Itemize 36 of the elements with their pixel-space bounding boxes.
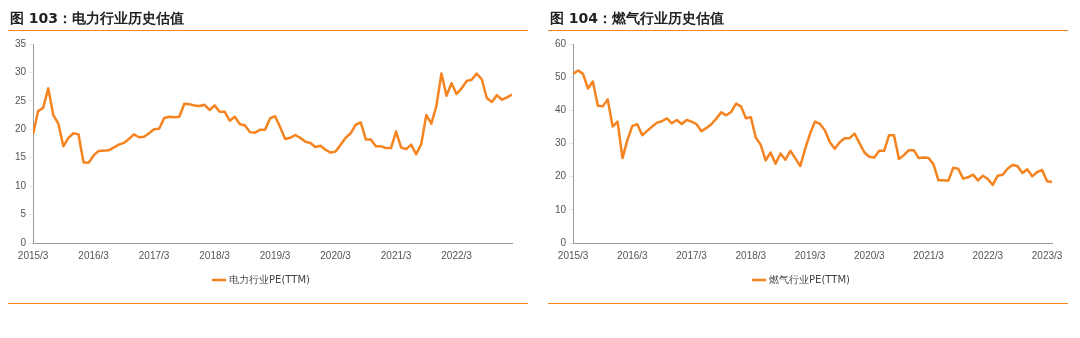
y-tick-label: 20 bbox=[555, 170, 567, 182]
x-tick-label: 2021/3 bbox=[380, 249, 412, 261]
x-tick-label: 2016/3 bbox=[78, 249, 110, 261]
x-tick-label: 2020/3 bbox=[320, 249, 352, 261]
legend-label: 电力行业PE(TTM) bbox=[229, 273, 311, 285]
y-tick-label: 10 bbox=[555, 203, 567, 215]
x-tick-label: 2020/3 bbox=[854, 249, 886, 261]
x-tick-label: 2015/3 bbox=[17, 249, 49, 261]
x-tick-label: 2019/3 bbox=[794, 249, 826, 261]
y-tick-label: 30 bbox=[555, 137, 567, 149]
x-tick-label: 2022/3 bbox=[972, 249, 1004, 261]
y-tick-label: 25 bbox=[15, 94, 27, 106]
chart-title: 图 104：燃气行业历史估值 bbox=[548, 6, 1068, 31]
y-tick-label: 60 bbox=[555, 37, 567, 49]
x-tick-label: 2017/3 bbox=[676, 249, 708, 261]
legend-label: 燃气行业PE(TTM) bbox=[769, 273, 851, 285]
y-tick-label: 40 bbox=[555, 104, 567, 116]
x-tick-label: 2018/3 bbox=[735, 249, 767, 261]
x-tick-label: 2016/3 bbox=[617, 249, 649, 261]
y-tick-label: 0 bbox=[20, 236, 27, 248]
x-tick-label: 2021/3 bbox=[913, 249, 945, 261]
y-tick-label: 30 bbox=[15, 66, 27, 78]
chart-title: 图 103：电力行业历史估值 bbox=[8, 6, 528, 31]
y-tick-label: 20 bbox=[15, 123, 27, 135]
x-tick-label: 2017/3 bbox=[138, 249, 170, 261]
y-tick-label: 5 bbox=[20, 208, 27, 220]
x-tick-label: 2019/3 bbox=[259, 249, 291, 261]
y-tick-label: 10 bbox=[15, 179, 27, 191]
x-tick-label: 2022/3 bbox=[441, 249, 473, 261]
x-tick-label: 2018/3 bbox=[199, 249, 231, 261]
x-tick-label: 2023/3 bbox=[1031, 249, 1063, 261]
y-tick-label: 15 bbox=[15, 151, 27, 163]
y-tick-label: 0 bbox=[560, 236, 567, 248]
y-tick-label: 35 bbox=[15, 37, 27, 49]
x-tick-label: 2015/3 bbox=[557, 249, 589, 261]
y-tick-label: 50 bbox=[555, 70, 567, 82]
